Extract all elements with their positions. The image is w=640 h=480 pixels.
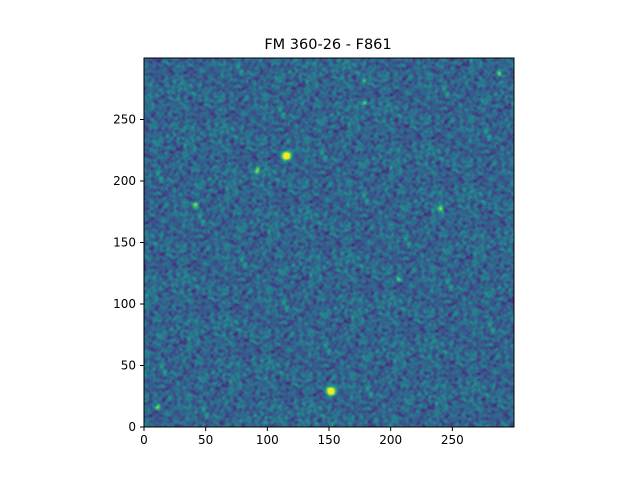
chart-title: FM 360-26 - F861 <box>264 37 391 53</box>
y-tick-label: 250 <box>113 113 136 127</box>
x-tick-label: 250 <box>441 433 464 447</box>
y-axis: 0 50 100 150 200 250 <box>113 113 144 435</box>
y-tick-label: 150 <box>113 236 136 250</box>
image-area <box>144 58 514 427</box>
x-tick-label: 150 <box>318 433 341 447</box>
y-tick-label: 100 <box>113 297 136 311</box>
x-tick-label: 0 <box>140 433 148 447</box>
x-tick-label: 200 <box>379 433 402 447</box>
x-tick-label: 50 <box>198 433 213 447</box>
x-tick-label: 100 <box>256 433 279 447</box>
y-tick-label: 200 <box>113 174 136 188</box>
x-axis: 0 50 100 150 200 250 <box>140 427 464 447</box>
heatmap-image <box>144 58 514 427</box>
y-tick-label: 50 <box>121 359 136 373</box>
y-tick-label: 0 <box>128 420 136 434</box>
